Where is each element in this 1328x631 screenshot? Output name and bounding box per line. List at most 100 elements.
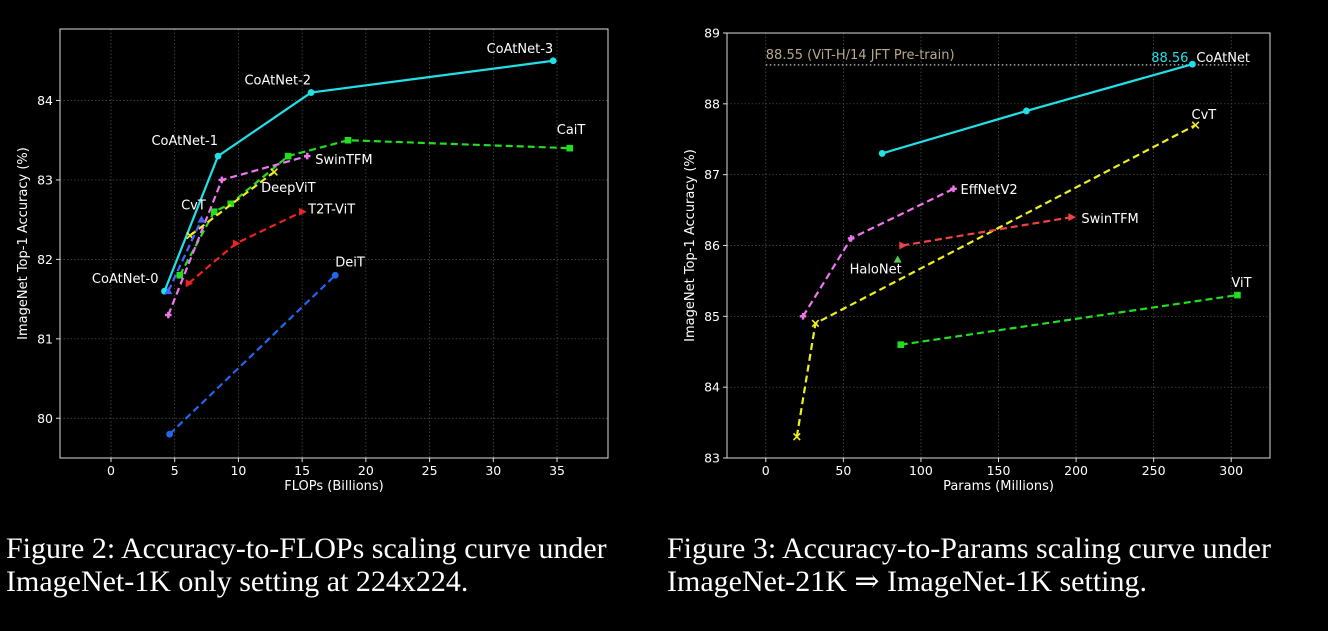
data-point-effnetv2 [950,185,957,193]
data-point-swintfm [1068,213,1076,222]
point-label: CoAtNet-1 [151,134,218,149]
data-point-coatnet [214,152,222,160]
data-point-cait [344,136,352,144]
series-label-swintfm: SwinTFM [315,153,372,168]
series-cait [176,136,574,279]
series-line-cvt [795,124,1197,437]
data-point-t2t-vit [185,279,194,288]
series-label-deepvit: DeepViT [261,181,315,196]
x-tick-label: 5 [171,463,179,478]
series-effnetv2 [799,185,957,320]
y-tick-label: 83 [37,172,53,187]
series-deepvit [186,168,278,240]
y-tick-label: 84 [37,93,53,108]
x-tick-label: 300 [1219,463,1243,478]
y-axis-label: ImageNet Top-1 Accuracy (%) [683,149,698,342]
data-point-swintfm [303,152,311,160]
series-coatnet [878,60,1196,157]
data-point-cait [284,152,292,160]
x-tick-label: 25 [422,463,438,478]
point-label: CoAtNet-2 [244,74,311,89]
data-point-cait [210,208,218,216]
x-tick-label: 15 [294,463,310,478]
fig2-chart: 0 5 10 15 20 25 30 35 80 81 82 83 84 FLOPs (Billions)… [16,28,609,494]
data-point-deepvit [270,168,278,176]
x-tick-label: 0 [762,463,770,478]
data-point-swintfm [218,176,226,184]
x-tick-label: 200 [1064,463,1088,478]
data-point-cvt [164,286,173,295]
x-tick-label: 250 [1142,463,1166,478]
x-tick-label: 35 [549,463,565,478]
x-tick-label: 150 [987,463,1011,478]
highlight-value: 88.56 [1151,51,1188,66]
series-line-deit [168,274,337,435]
data-point-cait [566,144,574,152]
data-point-vit [1234,291,1241,299]
data-point-effnetv2 [847,235,855,242]
y-tick-label: 82 [37,252,53,267]
y-tick-label: 88 [704,96,720,111]
y-axis-label: ImageNet Top-1 Accuracy (%) [16,147,31,340]
series-line-deepvit [189,171,275,237]
series-coatnet [161,57,557,295]
data-point-cvt [811,319,820,328]
y-tick-label: 83 [704,451,720,466]
fig3-chart: 0 50 100 150 200 250 300 83 84 85 86 87 88 89 Params (… [683,26,1271,494]
series-line-vit [900,293,1238,346]
data-point-cvt [792,432,801,441]
series-label-coatnet: CoAtNet [1196,51,1250,66]
data-point-coatnet [307,89,315,96]
x-tick-label: 20 [358,463,374,478]
series-vit [897,291,1241,348]
data-point-cait [227,200,235,208]
series-cvt [792,121,1200,441]
series-label-vit: ViT [1231,276,1251,291]
plot-frame [59,28,609,459]
point-label: CoAtNet-3 [487,42,554,57]
series-deit [166,271,339,438]
data-point-coatnet [878,150,886,157]
data-point-cvt [1191,121,1200,129]
data-point-cait [176,271,184,279]
x-tick-label: 0 [107,463,115,478]
figure-3-caption: Figure 3: Accuracy-to-Params scaling cur… [667,532,1271,598]
x-tick-label: 100 [909,463,933,478]
x-axis-label: FLOPs (Billions) [284,479,383,494]
y-tick-label: 80 [37,411,53,426]
data-point-coatnet [549,57,557,65]
data-point-cvt [197,215,206,223]
series-label-cvt: CvT [1192,108,1217,123]
series-label-effnetv2: EffNetV2 [961,183,1018,198]
data-point-coatnet [1023,107,1030,115]
data-point-t2t-vit [232,239,241,248]
data-point-effnetv2 [799,313,807,320]
series-line-swintfm [902,216,1072,247]
y-tick-label: 85 [704,309,720,324]
data-point-t2t-vit [299,207,307,216]
series-label-t2t-vit: T2T-ViT [307,203,355,218]
series-label-deit: DeiT [335,255,365,270]
series-label-halonet: HaloNet [850,263,902,278]
data-point-vit [897,341,905,348]
data-point-deit [331,271,339,279]
x-tick-label: 10 [230,463,246,478]
series-label-cait: CaiT [557,123,586,138]
series-cvt [164,215,206,295]
x-tick-label: 30 [485,463,501,478]
x-axis-label: Params (Millions) [943,479,1054,494]
y-tick-label: 81 [37,331,53,346]
series-halonet [893,255,902,263]
series-line-coatnet [881,63,1193,155]
data-point-swintfm [899,241,907,250]
series-swintfm [165,152,311,319]
series-line-coatnet [163,59,554,292]
series-label-swintfm: SwinTFM [1081,212,1138,227]
data-point-halonet [893,255,902,263]
figure-2-caption: Figure 2: Accuracy-to-FLOPs scaling curv… [6,532,607,598]
series-label-cvt: CvT [181,199,206,214]
reference-line-label: 88.55 (ViT-H/14 JFT Pre-train) [766,48,955,63]
series-line-effnetv2 [802,187,954,317]
series-swintfm [899,213,1076,250]
data-point-swintfm [165,311,172,319]
